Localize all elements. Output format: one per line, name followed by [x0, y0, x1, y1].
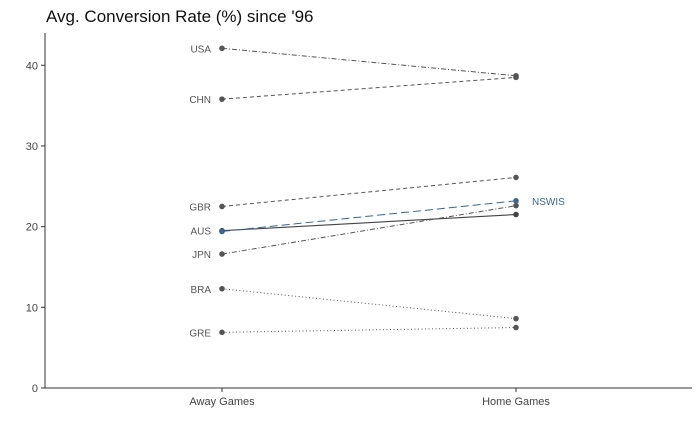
data-point-jpn [219, 251, 225, 257]
series-label-chn: CHN [189, 95, 211, 106]
y-tick-label: 0 [32, 383, 38, 395]
y-tick-label: 10 [26, 302, 38, 314]
chart-title: Avg. Conversion Rate (%) since '96 [46, 7, 314, 26]
data-points [219, 45, 519, 336]
data-point-gbr [219, 203, 225, 210]
data-point-nswis [513, 198, 519, 204]
data-point-gbr [513, 174, 519, 181]
series-label-bra: BRA [190, 285, 211, 296]
series-labels: USA CHN GBR AUS JPN BRA GRE NSWIS [189, 44, 565, 339]
series-label-aus: AUS [190, 227, 211, 238]
axes: 0 10 20 30 40 Away Games Home Games [26, 33, 692, 408]
series-lines [221, 47, 517, 333]
data-point-jpn [513, 202, 519, 209]
data-point-aus [513, 211, 519, 218]
series-line-gbr [221, 176, 517, 207]
series-line-usa [221, 47, 517, 77]
data-point-gre [219, 329, 225, 336]
series-line-jpn [221, 205, 517, 255]
series-label-gbr: GBR [189, 202, 211, 213]
series-label-jpn: JPN [192, 250, 211, 261]
data-point-bra [219, 285, 225, 292]
series-label-gre: GRE [189, 328, 211, 339]
series-line-bra [221, 288, 517, 320]
data-point-bra [513, 315, 519, 322]
data-point-chn [513, 74, 519, 81]
series-label-usa: USA [190, 44, 211, 55]
data-point-usa [219, 45, 225, 52]
x-tick-label: Home Games [482, 396, 550, 408]
data-point-gre [513, 324, 519, 331]
series-line-nswis [221, 200, 517, 232]
y-tick-label: 20 [26, 222, 38, 234]
series-label-nswis: NSWIS [532, 197, 565, 208]
x-tick-label: Away Games [189, 396, 255, 408]
series-line-aus [221, 213, 517, 232]
data-point-chn [219, 96, 225, 102]
series-line-gre [221, 326, 517, 333]
y-tick-label: 40 [26, 60, 38, 72]
series-line-chn [221, 76, 517, 100]
y-tick-label: 30 [26, 141, 38, 153]
data-point-nswis [219, 228, 225, 235]
